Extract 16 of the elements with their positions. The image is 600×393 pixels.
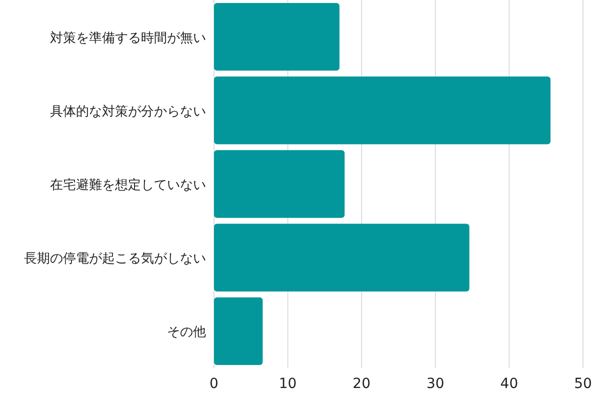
x-tick-label: 10	[278, 376, 297, 392]
y-tick-label: 対策を準備する時間が無い	[50, 30, 206, 46]
bar	[214, 297, 263, 366]
y-tick-label: 具体的な対策が分からない	[50, 103, 206, 120]
x-tick-label: 40	[500, 376, 518, 392]
y-tick-label: その他	[167, 325, 206, 340]
x-tick-label: 50	[574, 376, 592, 392]
bar	[214, 150, 345, 218]
bar	[214, 2, 340, 71]
x-tick-label: 30	[426, 376, 444, 392]
y-tick-label: 長期の停電が起こる気がしない	[24, 252, 206, 267]
bar	[214, 224, 470, 292]
bar	[214, 76, 551, 144]
x-tick-label: 20	[352, 376, 371, 392]
x-tick-label: 0	[210, 376, 218, 392]
y-tick-label: 在宅避難を想定していない	[50, 177, 206, 193]
